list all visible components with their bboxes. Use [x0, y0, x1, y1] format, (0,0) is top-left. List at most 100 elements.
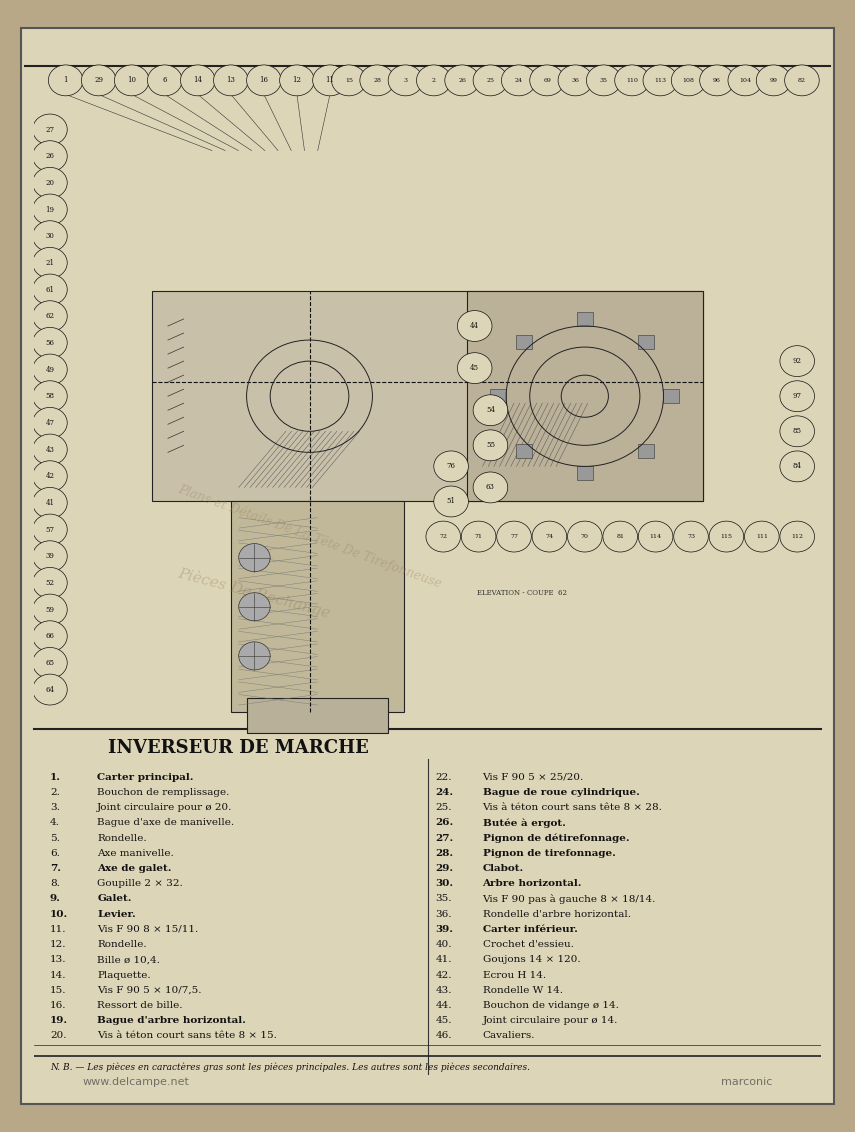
Text: 30: 30	[45, 232, 55, 240]
Text: 42.: 42.	[435, 970, 451, 979]
Text: Bague d'axe de manivelle.: Bague d'axe de manivelle.	[97, 818, 234, 827]
Text: Vis F 90 5 × 25/20.: Vis F 90 5 × 25/20.	[482, 773, 584, 782]
Text: 28: 28	[373, 78, 381, 83]
Text: Rondelle d'arbre horizontal.: Rondelle d'arbre horizontal.	[482, 910, 630, 919]
Text: Bouchon de vidange ø 14.: Bouchon de vidange ø 14.	[482, 1001, 618, 1010]
Text: 70: 70	[581, 534, 589, 539]
Text: 24: 24	[515, 78, 522, 83]
Text: 43.: 43.	[435, 986, 451, 995]
Text: 111: 111	[756, 534, 768, 539]
Text: 16: 16	[259, 76, 268, 85]
Text: 15: 15	[345, 78, 353, 83]
Circle shape	[709, 521, 744, 552]
Text: 22.: 22.	[435, 773, 451, 782]
Text: 39.: 39.	[435, 925, 453, 934]
Text: Vis F 90 5 × 10/7,5.: Vis F 90 5 × 10/7,5.	[97, 986, 202, 995]
Text: marconic: marconic	[721, 1078, 772, 1087]
Text: 43: 43	[45, 446, 55, 454]
Circle shape	[32, 140, 68, 172]
Text: 46.: 46.	[435, 1031, 451, 1040]
Text: 61: 61	[45, 285, 55, 293]
Circle shape	[457, 353, 492, 384]
Circle shape	[501, 65, 536, 96]
Text: 27.: 27.	[435, 833, 454, 842]
Circle shape	[239, 593, 270, 620]
Text: Pièces De Rechange: Pièces De Rechange	[177, 565, 333, 620]
FancyBboxPatch shape	[21, 28, 834, 1104]
Text: Crochet d'essieu.: Crochet d'essieu.	[482, 940, 574, 949]
Text: 56: 56	[45, 338, 55, 346]
Text: 15.: 15.	[50, 986, 67, 995]
Circle shape	[32, 248, 68, 278]
Text: Arbre horizontal.: Arbre horizontal.	[482, 880, 582, 889]
Text: 16.: 16.	[50, 1001, 67, 1010]
Text: 6.: 6.	[50, 849, 60, 858]
FancyBboxPatch shape	[516, 444, 532, 457]
Text: 97: 97	[793, 392, 802, 401]
FancyBboxPatch shape	[577, 312, 593, 326]
Circle shape	[180, 65, 215, 96]
Circle shape	[32, 380, 68, 412]
Text: 25: 25	[486, 78, 494, 83]
Text: 5.: 5.	[50, 833, 60, 842]
Circle shape	[332, 65, 366, 96]
Text: Goujons 14 × 120.: Goujons 14 × 120.	[482, 955, 581, 964]
Text: 28.: 28.	[435, 849, 453, 858]
Circle shape	[785, 65, 819, 96]
Text: 76: 76	[446, 462, 456, 471]
Text: 96: 96	[713, 78, 721, 83]
Text: 8.: 8.	[50, 880, 60, 889]
Text: Ressort de bille.: Ressort de bille.	[97, 1001, 183, 1010]
Text: Rondelle W 14.: Rondelle W 14.	[482, 986, 563, 995]
Circle shape	[32, 194, 68, 225]
FancyBboxPatch shape	[246, 698, 388, 734]
Text: 77: 77	[510, 534, 518, 539]
Circle shape	[246, 65, 281, 96]
Text: 29.: 29.	[435, 864, 453, 873]
Circle shape	[433, 451, 469, 482]
Circle shape	[671, 65, 706, 96]
Text: 82: 82	[798, 78, 806, 83]
Text: 58: 58	[45, 392, 55, 401]
Text: Vis F 90 pas à gauche 8 × 18/14.: Vis F 90 pas à gauche 8 × 18/14.	[482, 894, 656, 903]
Circle shape	[81, 65, 116, 96]
Circle shape	[457, 310, 492, 342]
FancyBboxPatch shape	[491, 389, 506, 403]
Circle shape	[32, 221, 68, 251]
Text: Axe manivelle.: Axe manivelle.	[97, 849, 174, 858]
Text: 11.: 11.	[50, 925, 67, 934]
Circle shape	[32, 594, 68, 625]
Text: 54: 54	[486, 406, 495, 414]
Circle shape	[757, 65, 791, 96]
Text: Butée à ergot.: Butée à ergot.	[482, 818, 565, 827]
Text: Plans et Détails De La Tête De Tirefonneuse: Plans et Détails De La Tête De Tirefonne…	[176, 482, 443, 591]
Circle shape	[32, 168, 68, 198]
Text: 24.: 24.	[435, 788, 453, 797]
Text: Pignon de détirefonnage.: Pignon de détirefonnage.	[482, 833, 629, 843]
Text: 73: 73	[687, 534, 695, 539]
Circle shape	[32, 488, 68, 518]
Text: 41: 41	[45, 499, 55, 507]
Text: 13.: 13.	[50, 955, 67, 964]
Circle shape	[32, 354, 68, 385]
Text: 36.: 36.	[435, 910, 451, 919]
Text: 20: 20	[45, 179, 55, 187]
Text: 20.: 20.	[50, 1031, 67, 1040]
Text: 6: 6	[162, 76, 167, 85]
FancyBboxPatch shape	[638, 444, 654, 457]
Circle shape	[32, 408, 68, 438]
Text: Vis à téton court sans tête 8 × 28.: Vis à téton court sans tête 8 × 28.	[482, 804, 663, 812]
Circle shape	[32, 648, 68, 678]
Circle shape	[497, 521, 531, 552]
Text: 65: 65	[45, 659, 55, 667]
Text: N. B. — Les pièces en caractères gras sont les pièces principales. Les autres so: N. B. — Les pièces en caractères gras so…	[50, 1062, 530, 1072]
Circle shape	[32, 274, 68, 305]
Circle shape	[780, 415, 815, 447]
Circle shape	[445, 65, 480, 96]
Text: Goupille 2 × 32.: Goupille 2 × 32.	[97, 880, 183, 889]
Text: 81: 81	[616, 534, 624, 539]
Text: 57: 57	[45, 525, 55, 533]
Text: 2: 2	[432, 78, 436, 83]
Text: Bouchon de remplissage.: Bouchon de remplissage.	[97, 788, 229, 797]
Text: 92: 92	[793, 357, 802, 366]
